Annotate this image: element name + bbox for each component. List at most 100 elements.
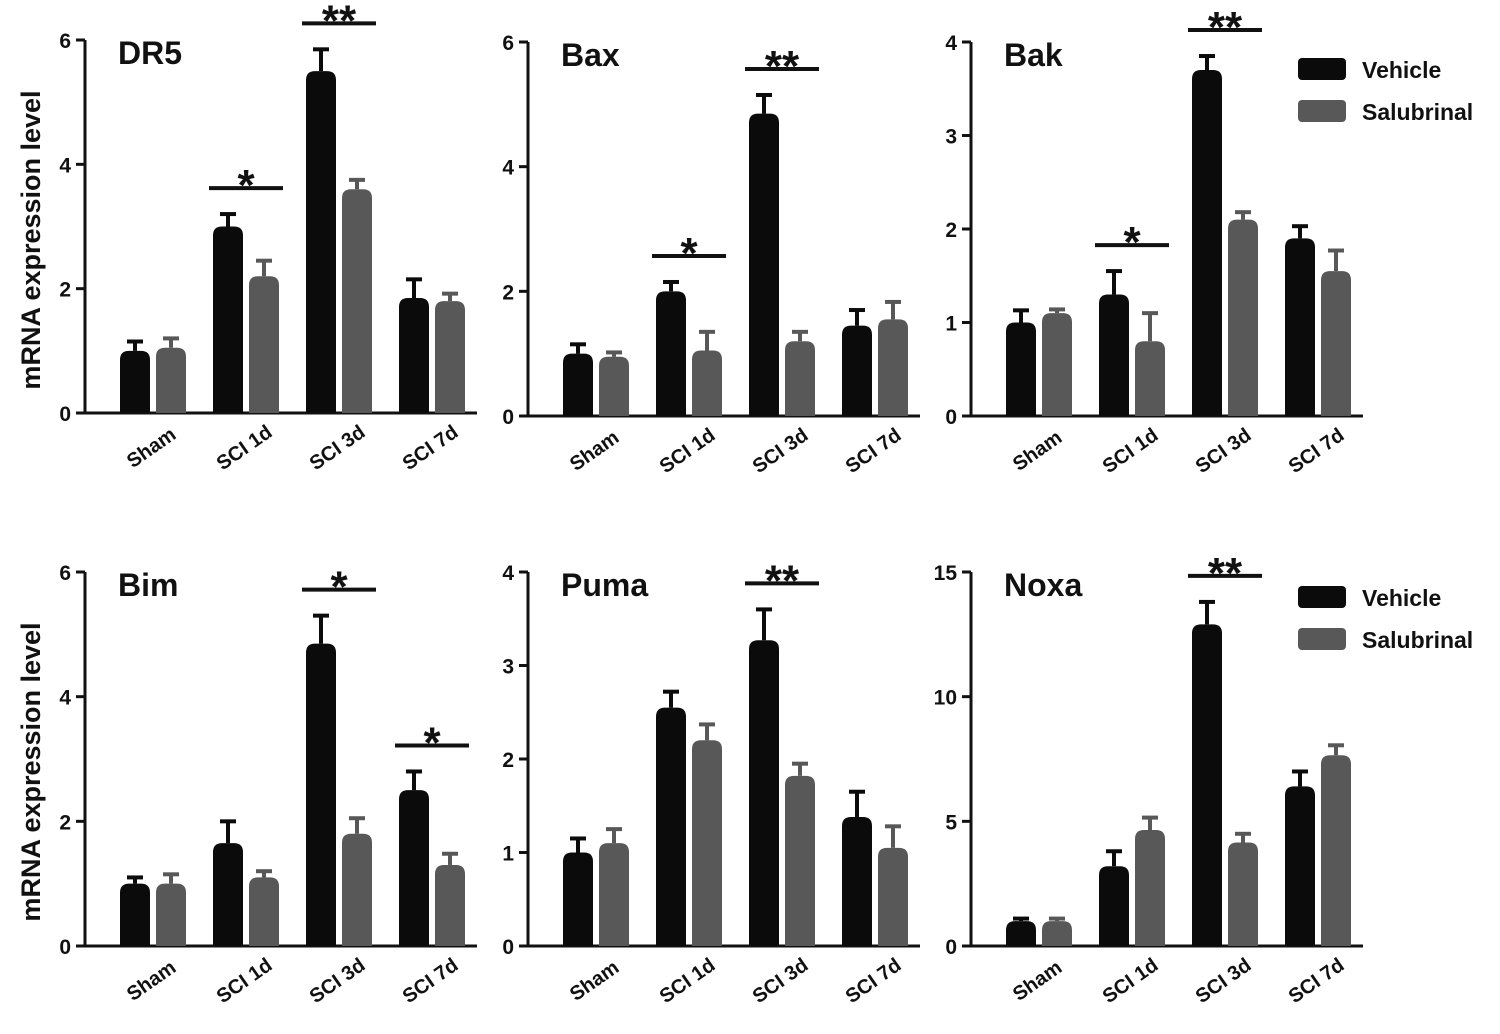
bar-vehicle [1099,866,1129,946]
significance-marker: * [680,229,698,278]
bar-vehicle [1099,294,1129,416]
legend-top: Vehicle Salubrinal [1298,57,1473,125]
significance-marker: * [1123,218,1141,267]
y-tick-label: 0 [59,936,71,959]
x-tick-label: SCI 7d [842,954,906,1008]
x-tick-label: SCI 1d [656,954,720,1008]
x-tick-label: SCI 3d [1192,954,1256,1008]
y-tick-label: 2 [502,749,514,772]
y-axis-label-bottom: mRNA expression level [16,622,46,921]
bar-salubrinal [156,347,186,413]
chart-title: Puma [561,567,648,603]
bar-salubrinal [1042,921,1072,946]
chart-title: Noxa [1004,567,1082,603]
x-tick-label: SCI 7d [1285,954,1349,1008]
x-tick-label: SCI 3d [749,424,813,478]
x-tick-label: SCI 1d [213,421,277,475]
bar-salubrinal [599,356,629,416]
x-tick-label: SCI 3d [749,954,813,1008]
bar-salubrinal [1135,341,1165,416]
significance-marker: * [237,161,255,210]
y-tick-label: 4 [59,154,71,177]
bar-vehicle [749,113,779,416]
legend-label-vehicle: Vehicle [1362,585,1441,611]
bar-vehicle [842,816,872,946]
chart-title: Bax [561,37,620,73]
bar-salubrinal [878,847,908,946]
bar-vehicle [1192,70,1222,417]
x-tick-label: Sham [566,426,623,475]
bar-vehicle [213,843,243,946]
bar-salubrinal [435,301,465,413]
legend-swatch-vehicle [1298,586,1346,608]
x-tick-label: SCI 3d [306,421,370,475]
x-tick-label: Sham [1009,426,1066,475]
y-tick-label: 3 [502,656,514,679]
bar-salubrinal [1042,313,1072,416]
significance-marker: ** [1208,3,1243,52]
bar-vehicle [1006,921,1036,946]
bar-salubrinal [692,350,722,416]
bar-salubrinal [878,319,908,416]
y-tick-label: 4 [59,687,71,710]
y-tick-label: 6 [59,562,71,585]
legend-swatch-salubrinal [1298,100,1346,122]
x-tick-label: SCI 3d [1192,424,1256,478]
bar-vehicle [842,325,872,416]
bar-vehicle [213,226,243,413]
legend-bottom: Vehicle Salubrinal [1298,585,1473,653]
y-tick-label: 5 [945,811,957,834]
y-tick-label: 0 [502,936,514,959]
y-tick-label: 6 [59,30,71,53]
y-tick-label: 10 [934,687,957,710]
chart-title: DR5 [118,35,182,71]
y-tick-label: 4 [502,562,514,585]
y-tick-label: 6 [502,32,514,55]
bar-salubrinal [1135,830,1165,946]
bar-vehicle [399,790,429,946]
bar-vehicle [563,353,593,416]
y-tick-label: 1 [502,843,514,866]
bar-vehicle [1006,322,1036,416]
chart-bim: 0 2 4 6 Bim Sham SCI 1d SCI 3d SCI 7d * * [59,562,477,1008]
bar-salubrinal [156,883,186,946]
bar-salubrinal [249,276,279,413]
bar-salubrinal [342,189,372,413]
bar-salubrinal [1228,842,1258,946]
bar-salubrinal [435,864,465,946]
y-tick-label: 0 [945,406,957,429]
significance-marker: ** [765,556,800,605]
bar-vehicle [399,297,429,413]
x-tick-label: SCI 1d [656,424,720,478]
x-tick-label: Sham [123,956,180,1005]
y-tick-label: 2 [59,811,71,834]
bar-vehicle [306,71,336,413]
bar-vehicle [120,350,150,413]
x-tick-label: SCI 1d [1099,954,1163,1008]
bar-salubrinal [599,843,629,946]
y-tick-label: 4 [945,32,957,55]
chart-title: Bim [118,567,178,603]
legend-label-vehicle: Vehicle [1362,57,1441,83]
bar-vehicle [749,640,779,946]
x-tick-label: Sham [1009,956,1066,1005]
bar-vehicle [1192,624,1222,946]
bar-salubrinal [692,740,722,946]
y-tick-label: 0 [502,406,514,429]
significance-marker: ** [765,42,800,91]
x-tick-label: SCI 7d [399,421,463,475]
y-tick-label: 2 [59,279,71,302]
significance-marker: * [330,563,348,612]
bar-salubrinal [342,833,372,946]
bar-vehicle [656,291,686,416]
bar-vehicle [1285,238,1315,416]
y-axis-label-top: mRNA expression level [16,90,46,389]
bar-salubrinal [785,775,815,946]
bar-vehicle [1285,786,1315,946]
x-tick-label: SCI 7d [399,954,463,1008]
y-tick-label: 0 [945,936,957,959]
significance-marker: * [423,718,441,767]
